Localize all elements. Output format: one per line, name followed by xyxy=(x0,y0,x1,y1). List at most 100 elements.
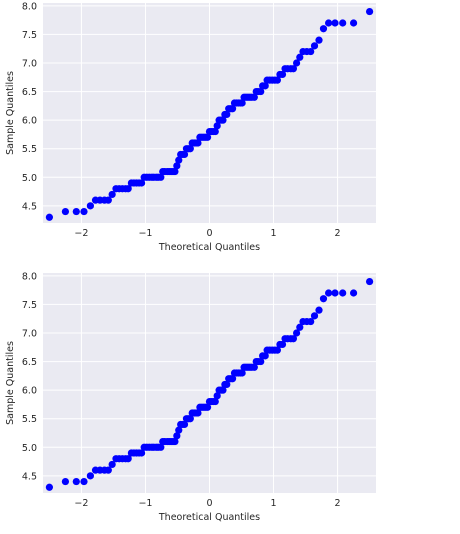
y-tick-label: 4.5 xyxy=(22,201,37,212)
x-tick-label: −1 xyxy=(138,498,152,509)
data-point xyxy=(365,277,374,286)
data-point xyxy=(80,207,88,216)
data-point xyxy=(315,36,323,44)
data-point xyxy=(213,392,221,400)
data-point xyxy=(211,127,219,136)
x-tick-label: −1 xyxy=(138,228,152,239)
y-tick-label: 6.0 xyxy=(22,386,37,397)
y-tick-label: 7.0 xyxy=(22,59,37,70)
data-point xyxy=(180,150,189,159)
data-point xyxy=(349,289,358,297)
x-tick-label: −2 xyxy=(74,498,88,509)
y-tick-label: 7.5 xyxy=(22,30,37,41)
y-tick-label: 6.5 xyxy=(22,87,37,98)
x-tick-label: 2 xyxy=(335,498,341,509)
x-axis-label: Theoretical Quantiles xyxy=(158,512,260,523)
data-point xyxy=(310,42,319,50)
data-point xyxy=(213,122,221,130)
data-point xyxy=(180,420,189,429)
data-point xyxy=(339,289,347,297)
data-point xyxy=(203,133,212,141)
x-axis-label: Theoretical Quantiles xyxy=(158,242,260,253)
data-point xyxy=(307,47,315,56)
data-point xyxy=(104,466,112,474)
data-point xyxy=(45,213,54,221)
data-point xyxy=(278,70,287,79)
x-tick-label: −2 xyxy=(74,228,88,239)
data-point xyxy=(124,455,132,463)
data-point xyxy=(138,179,146,187)
y-tick-label: 6.0 xyxy=(22,116,37,127)
data-point xyxy=(250,93,258,101)
x-tick-label: 1 xyxy=(271,228,277,239)
data-point xyxy=(108,460,116,469)
data-point xyxy=(310,312,319,320)
y-tick-label: 8.0 xyxy=(22,271,37,282)
x-tick-label: 0 xyxy=(206,498,212,509)
data-point xyxy=(319,295,328,303)
y-tick-label: 7.0 xyxy=(22,329,37,340)
data-point xyxy=(273,76,281,84)
data-point xyxy=(292,59,301,67)
data-point xyxy=(194,409,202,417)
data-point xyxy=(349,19,358,27)
qq-plot-1: −2 −1 0 1 2 4.5 5.0 5.5 6.0 6.5 7.0 7.5 8.0 Theoretic… xyxy=(5,1,376,253)
x-tick-label: 2 xyxy=(335,228,341,239)
y-axis-label: Sample Quantiles xyxy=(5,341,16,425)
data-point xyxy=(289,335,297,343)
data-point xyxy=(238,369,246,377)
data-point xyxy=(261,82,269,90)
y-tick-label: 8.0 xyxy=(22,1,37,12)
data-point xyxy=(296,53,304,61)
data-point xyxy=(223,110,231,119)
data-point xyxy=(72,207,80,216)
data-point xyxy=(186,145,194,153)
data-point xyxy=(45,483,54,491)
data-point xyxy=(296,323,304,331)
y-tick-label: 5.5 xyxy=(22,144,37,155)
data-point xyxy=(325,289,333,297)
data-point xyxy=(238,99,246,107)
y-tick-label: 6.5 xyxy=(22,357,37,368)
data-point xyxy=(61,477,70,486)
data-point xyxy=(211,397,219,406)
data-point xyxy=(219,116,227,124)
data-point xyxy=(124,185,132,193)
y-tick-label: 5.0 xyxy=(22,443,37,454)
data-point xyxy=(138,449,146,457)
data-point xyxy=(104,196,112,204)
data-point xyxy=(171,167,179,176)
data-point xyxy=(325,19,333,27)
data-point xyxy=(365,7,374,16)
data-point xyxy=(292,329,301,337)
data-point xyxy=(273,346,281,354)
data-point xyxy=(86,472,94,480)
data-point xyxy=(257,87,265,96)
y-axis-label: Sample Quantiles xyxy=(5,71,16,155)
data-point xyxy=(228,105,237,113)
data-point xyxy=(228,375,237,383)
data-point xyxy=(223,380,231,389)
data-point xyxy=(331,289,339,297)
data-point xyxy=(219,386,227,394)
data-point xyxy=(307,317,315,326)
data-point xyxy=(289,65,297,73)
data-point xyxy=(278,340,287,349)
y-tick-label: 4.5 xyxy=(22,471,37,482)
x-tick-label: 0 xyxy=(206,228,212,239)
data-point xyxy=(203,403,212,411)
qq-plot-2: −2 −1 0 1 2 4.5 5.0 5.5 6.0 6.5 7.0 7.5 8.0 Theoretic… xyxy=(5,271,376,523)
data-point xyxy=(186,415,194,423)
data-point xyxy=(173,432,181,440)
data-point xyxy=(61,207,70,216)
data-point xyxy=(72,477,80,486)
data-point xyxy=(157,173,165,181)
data-point xyxy=(86,202,94,210)
x-tick-label: 1 xyxy=(271,498,277,509)
data-point xyxy=(173,162,181,170)
data-point xyxy=(261,352,269,360)
data-point xyxy=(339,19,347,27)
y-tick-label: 5.0 xyxy=(22,173,37,184)
data-point xyxy=(157,443,165,451)
data-point xyxy=(108,190,116,199)
